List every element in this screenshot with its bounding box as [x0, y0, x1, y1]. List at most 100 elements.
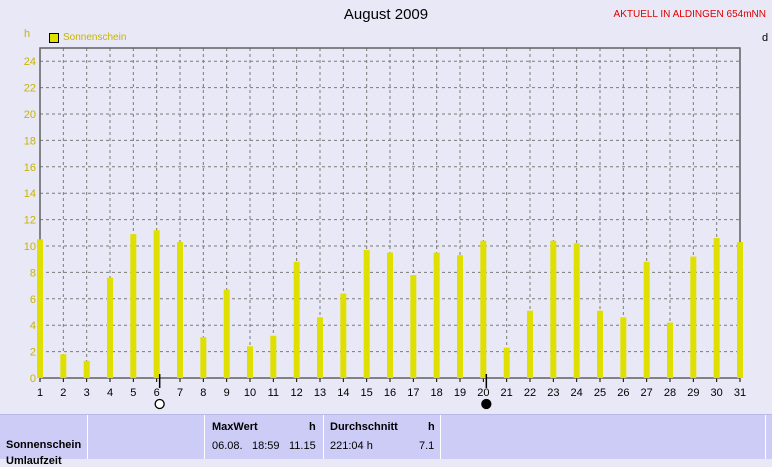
- x-tick-label: 30: [711, 387, 723, 399]
- x-tick-label: 12: [291, 387, 303, 399]
- x-tick-label: 18: [431, 387, 443, 399]
- x-tick-label: 9: [224, 387, 230, 399]
- y-tick-label: 18: [24, 135, 36, 147]
- x-tick-label: 8: [200, 387, 206, 399]
- bar-day-20: [480, 240, 487, 378]
- x-tick-label: 31: [734, 387, 746, 399]
- y-tick-label: 24: [24, 56, 36, 68]
- legend: Sonnenschein: [49, 32, 126, 43]
- new-moon-icon: [481, 398, 492, 410]
- station-label: AKTUELL IN ALDINGEN 654mNN: [613, 9, 766, 20]
- bar-day-31: [737, 242, 743, 378]
- avg-value: 7.1: [419, 440, 435, 452]
- x-tick-label: 14: [337, 387, 349, 399]
- bar-day-1: [37, 239, 43, 378]
- max-unit: h: [309, 421, 316, 433]
- y-tick-label: 8: [30, 267, 36, 279]
- max-date: 06.08.: [212, 440, 243, 452]
- y-tick-label: 6: [30, 294, 36, 306]
- bar-day-6: [153, 230, 160, 378]
- stats-max-cell: MaxWert h 06.08. 18:59 11.15: [205, 415, 324, 459]
- bar-day-15: [363, 249, 370, 378]
- bar-day-29: [690, 256, 697, 378]
- x-tick-label: 5: [130, 387, 136, 399]
- x-tick-label: 3: [84, 387, 90, 399]
- bar-day-10: [247, 346, 253, 378]
- bar-day-7: [177, 242, 183, 378]
- y-tick-label: 14: [24, 188, 36, 200]
- x-tick-label: 19: [454, 387, 466, 399]
- bar-day-23: [550, 240, 557, 378]
- x-tick-label: 24: [571, 387, 583, 399]
- bar-day-16: [387, 252, 393, 378]
- y-tick-label: 22: [24, 83, 36, 95]
- y-tick-label: 16: [24, 162, 36, 174]
- bar-day-17: [410, 275, 417, 378]
- x-tick-label: 28: [664, 387, 676, 399]
- bar-day-27: [643, 261, 650, 378]
- avg-total: 221:04 h: [330, 440, 373, 452]
- x-tick-label: 2: [60, 387, 66, 399]
- x-tick-label: 27: [641, 387, 653, 399]
- y-tick-label: 4: [30, 320, 36, 332]
- x-tick-label: 7: [177, 387, 183, 399]
- bar-day-19: [457, 255, 463, 378]
- stats-panel: Sonnenschein Umlaufzeit MaxWert h 06.08.…: [0, 414, 772, 467]
- x-tick-label: 17: [407, 387, 419, 399]
- x-tick-label: 26: [617, 387, 629, 399]
- x-tick-label: 23: [547, 387, 559, 399]
- bar-day-28: [667, 322, 673, 378]
- bar-day-18: [433, 252, 440, 378]
- y-tick-label: 2: [30, 347, 36, 359]
- x-tick-label: 22: [524, 387, 536, 399]
- x-tick-label: 6: [154, 387, 160, 399]
- avg-unit: h: [428, 421, 435, 433]
- x-tick-label: 11: [268, 387, 279, 399]
- bar-day-5: [130, 234, 137, 378]
- x-tick-label: 25: [594, 387, 606, 399]
- bar-day-21: [503, 347, 510, 378]
- x-tick-label: 16: [384, 387, 396, 399]
- x-tick-label: 4: [107, 387, 113, 399]
- x-tick-label: 20: [477, 387, 489, 399]
- y-tick-label: 12: [24, 215, 36, 227]
- x-tick-label: 29: [687, 387, 699, 399]
- x-tick-label: 1: [37, 387, 43, 399]
- full-moon-icon: [154, 398, 165, 410]
- bar-day-25: [597, 310, 603, 378]
- bar-day-4: [107, 277, 113, 378]
- bar-day-26: [620, 317, 627, 378]
- stats-spare-cell: [441, 415, 766, 459]
- avg-label: Durchschnitt: [330, 421, 398, 433]
- bar-day-11: [270, 335, 277, 378]
- stats-avg-cell: Durchschnitt h 221:04 h 7.1: [324, 415, 441, 459]
- bar-day-24: [573, 243, 580, 378]
- bar-day-12: [293, 261, 300, 378]
- stats-row-label-cell: Sonnenschein Umlaufzeit: [0, 415, 88, 467]
- bar-day-8: [200, 337, 207, 378]
- bar-day-3: [83, 360, 90, 378]
- x-tick-label: 13: [314, 387, 326, 399]
- stats-row-label: Sonnenschein: [6, 439, 82, 451]
- x-tick-label: 21: [501, 387, 513, 399]
- y-axis-unit: h: [24, 28, 31, 40]
- bar-day-14: [340, 293, 347, 378]
- max-value: 11.15: [289, 440, 316, 452]
- y-tick-label: 20: [24, 109, 36, 121]
- legend-swatch: [49, 32, 59, 43]
- bar-day-9: [223, 289, 230, 378]
- max-label: MaxWert: [212, 421, 258, 433]
- x-tick-label: 10: [244, 387, 256, 399]
- stats-row-label-2: Umlaufzeit: [6, 455, 62, 467]
- y-tick-label: 10: [24, 241, 36, 253]
- bar-day-2: [60, 354, 67, 378]
- stats-empty-cell: [88, 415, 205, 459]
- chart-title: August 2009: [343, 6, 429, 23]
- bar-day-22: [527, 310, 533, 378]
- legend-label: Sonnenschein: [63, 32, 127, 43]
- bar-day-30: [713, 238, 720, 378]
- bar-day-13: [317, 317, 323, 378]
- max-time: 18:59: [252, 440, 280, 452]
- y-tick-label: 0: [30, 373, 36, 385]
